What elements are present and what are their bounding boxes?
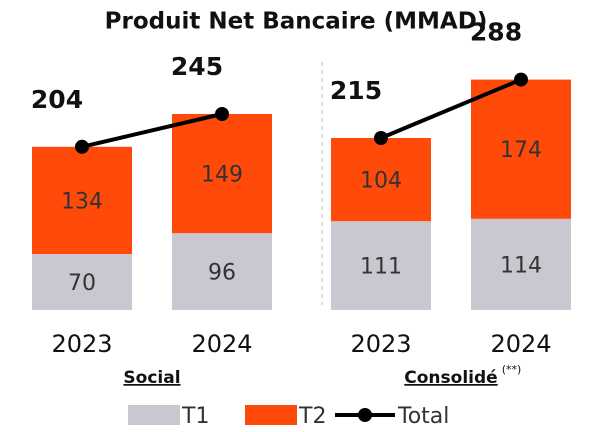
bar-segment — [32, 254, 132, 310]
value-label: 96 — [208, 261, 236, 286]
legend-label: T1 — [181, 404, 209, 429]
x-tick-label: 2023 — [51, 330, 112, 358]
chart-title: Produit Net Bancaire (MMAD) — [105, 9, 488, 35]
total-label: 215 — [330, 76, 382, 105]
total-marker — [374, 131, 388, 145]
value-label: 134 — [61, 189, 103, 214]
bar-segment — [331, 221, 431, 310]
value-label: 149 — [201, 163, 243, 188]
total-marker — [75, 139, 89, 154]
x-tick-label: 2023 — [350, 330, 411, 358]
value-label: 174 — [500, 138, 542, 163]
value-label: 114 — [500, 253, 542, 278]
legend-label: T2 — [298, 404, 326, 429]
legend-swatch — [245, 405, 297, 425]
x-tick-label: 2024 — [191, 330, 252, 358]
total-label: 204 — [31, 85, 83, 114]
total-label: 288 — [470, 18, 522, 47]
bar-segment — [471, 218, 571, 310]
bar-segment — [471, 79, 571, 219]
bar-segment — [331, 138, 431, 222]
legend-swatch — [128, 405, 180, 425]
total-line — [81, 112, 223, 149]
bar-segment — [172, 114, 272, 234]
total-marker — [514, 72, 528, 87]
total-label: 245 — [171, 52, 223, 81]
x-axis-label: Social — [123, 368, 180, 388]
value-label: 104 — [360, 169, 402, 194]
value-label: 70 — [68, 271, 96, 296]
footnote-mark: (**) — [502, 363, 522, 376]
x-axis-label: Consolidé — [404, 368, 497, 388]
value-label: 111 — [360, 255, 402, 280]
total-marker — [215, 107, 229, 121]
legend-label: Total — [397, 404, 449, 429]
bar-segment — [172, 233, 272, 310]
bar-segment — [32, 146, 132, 254]
legend-marker — [358, 408, 372, 422]
total-line — [380, 77, 522, 140]
x-tick-label: 2024 — [490, 330, 551, 358]
